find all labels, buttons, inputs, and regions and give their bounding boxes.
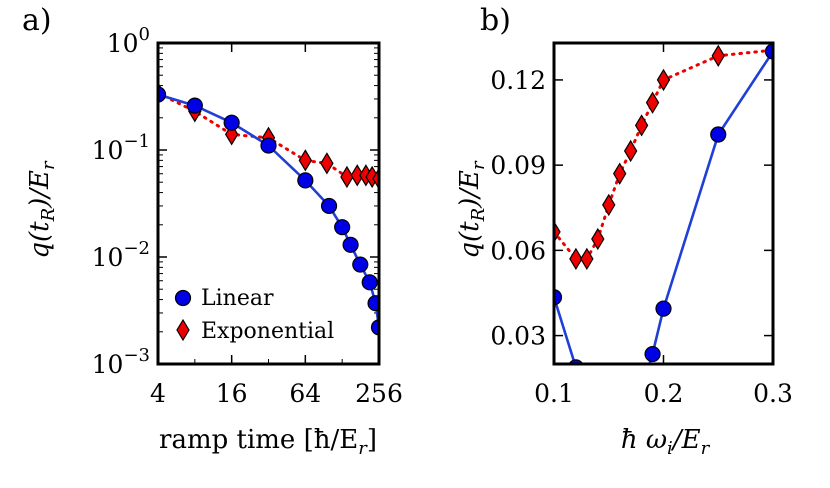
y-tick-label: 0.03 [490,322,546,351]
panel-a-ylabel: q(tR)/Er [25,160,59,259]
y-tick-label: 10−2 [92,238,150,272]
data-point-exponential [711,44,725,67]
panel-b-label: b) [480,3,511,38]
data-point-linear [352,256,369,273]
legend-linear-marker [174,289,192,307]
data-point-linear [764,43,773,60]
y-tick-label: 0.09 [490,151,546,180]
data-point-exponential [645,91,660,114]
x-tick-label: 0.3 [753,379,793,408]
plot-frame [156,41,381,366]
data-point-exponential [656,68,671,92]
legend-exponential-label: Exponential [201,319,334,344]
series-line-linear [554,50,773,364]
data-point-linear [186,97,203,114]
data-point-linear [260,137,277,154]
x-tick-label: 0.2 [644,379,684,408]
data-point-exponential [602,193,616,217]
data-point-linear [568,359,584,364]
data-point-exponential [623,139,638,163]
plot-area [158,81,379,336]
plot-area [554,43,773,416]
data-point-linear [623,399,638,414]
data-point-linear [158,86,167,103]
panel-b-xlabel: ħ ωi/Er [621,425,711,459]
x-tick-label: 16 [216,379,248,408]
data-point-linear [367,295,379,312]
y-tick-label: 10−1 [92,131,150,165]
x-tick-label: 256 [355,379,403,408]
data-point-exponential [580,247,594,271]
x-tick-label: 4 [150,379,166,408]
data-point-linear [655,300,672,317]
data-point-linear [579,379,594,394]
data-point-linear [334,219,351,236]
data-point-exponential [634,114,649,137]
data-point-linear [554,289,563,306]
data-point-exponential [340,165,354,189]
data-point-linear [342,236,359,253]
y-tick-label: 10−3 [92,345,150,379]
data-point-exponential [569,247,583,271]
data-point-linear [297,172,314,189]
data-point-linear [370,319,379,336]
panel-a-chart: 4 16 64 256 10−3 10−2 10−1 100 [92,24,403,408]
data-point-exponential [320,152,334,175]
panel-a-xlabel: ramp time [ħ/Er] [159,425,377,459]
data-point-linear [612,401,627,416]
data-point-exponential [591,227,605,251]
data-point-exponential [298,149,313,172]
panel-a-label: a) [22,3,52,38]
y-tick-label: 0.06 [490,236,546,265]
legend-linear-label: Linear [201,286,274,311]
plot-frame [552,41,775,366]
y-tick-label: 100 [107,24,150,58]
data-point-linear [320,197,338,215]
data-point-linear [361,274,378,291]
panel-b-chart: 0.1 0.2 0.3 0.03 0.06 0.09 0.12 [490,41,793,416]
data-point-linear [644,345,661,363]
legend-exponential-marker [176,318,190,342]
data-point-linear [710,126,727,143]
y-tick-label: 0.12 [490,66,546,95]
data-point-linear [590,391,605,406]
x-tick-label: 64 [289,379,321,408]
panel-b-ylabel: q(tR)/Er [455,160,489,259]
data-point-linear [223,114,240,131]
panel-a-legend: Linear Exponential [174,286,334,344]
x-tick-label: 0.1 [534,379,574,408]
data-point-exponential [613,162,627,185]
data-point-linear [601,398,616,413]
